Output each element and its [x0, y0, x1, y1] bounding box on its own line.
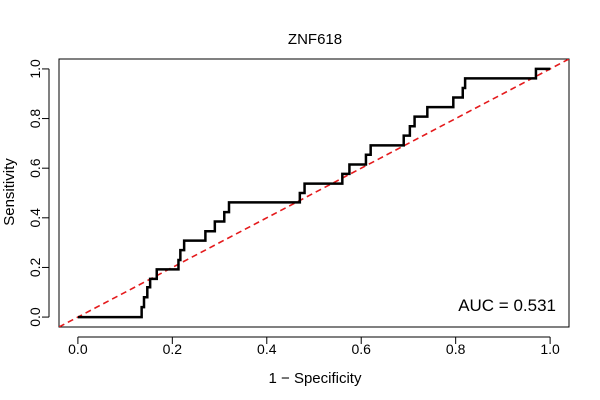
x-tick-label-1: 0.2: [163, 341, 183, 357]
reference-diagonal-line: [59, 59, 569, 327]
y-tick-label-3: 0.6: [27, 158, 43, 178]
y-axis-label: Sensitivity: [1, 158, 18, 226]
y-tick-label-0: 0.0: [27, 307, 43, 327]
plot-frame: [58, 58, 570, 328]
x-axis-label: 1 − Specificity: [269, 370, 362, 387]
x-tick-label-4: 0.8: [446, 341, 466, 357]
roc-curve-line: [77, 67, 551, 319]
y-tick-label-4: 0.8: [27, 109, 43, 129]
y-tick-label-5: 1.0: [27, 59, 43, 79]
x-tick-label-3: 0.6: [351, 341, 371, 357]
x-tick-label-0: 0.0: [68, 341, 88, 357]
x-tick-label-2: 0.4: [257, 341, 277, 357]
x-tick-label-5: 1.0: [540, 341, 560, 357]
y-tick-label-2: 0.4: [27, 208, 43, 228]
chart-title: ZNF618: [288, 31, 342, 48]
auc-annotation: AUC = 0.531: [458, 296, 556, 315]
plot-layer: 0.0 0.2 0.4 0.6 0.8 1.0 0.0 0.2 0.4 0.6 0.8 1.0 AUC …: [27, 58, 570, 357]
y-tick-label-1: 0.2: [27, 258, 43, 278]
